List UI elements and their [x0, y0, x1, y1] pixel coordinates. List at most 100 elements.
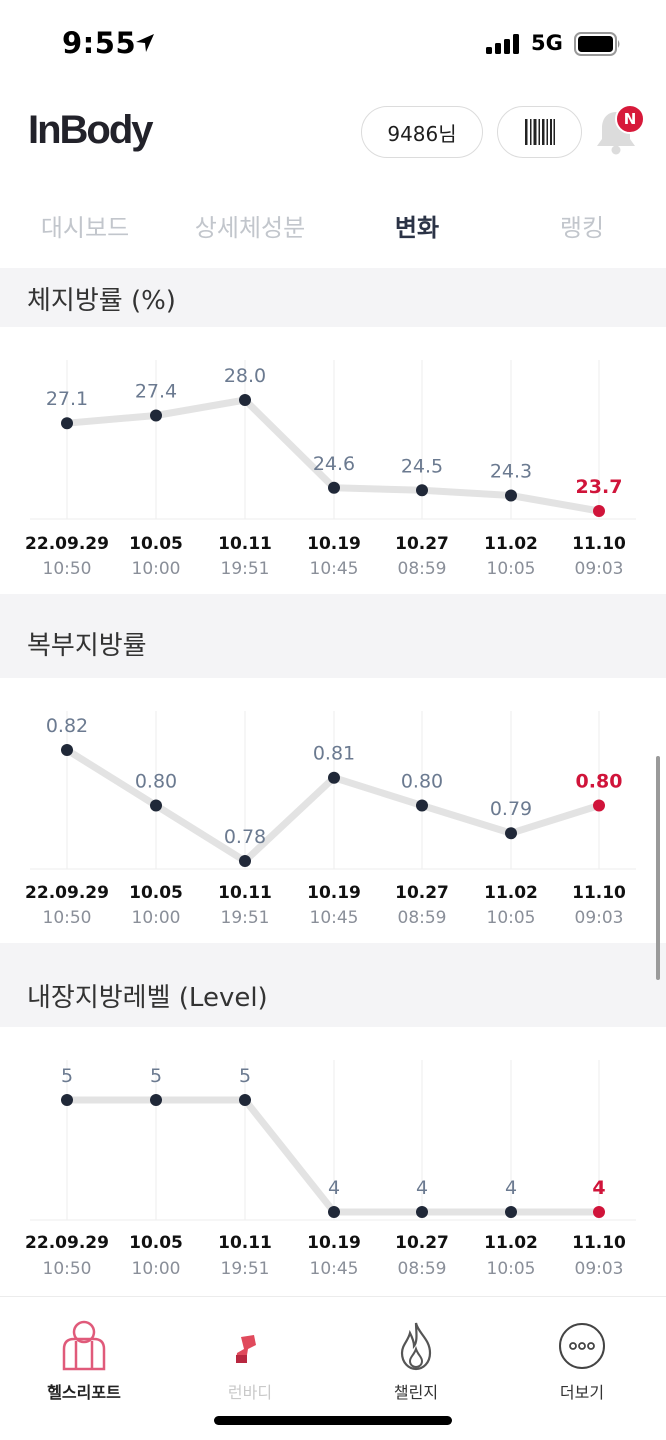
time-label: 10:45: [310, 1259, 359, 1279]
data-point[interactable]: [328, 481, 340, 494]
data-point[interactable]: [61, 744, 73, 756]
data-point[interactable]: [593, 505, 605, 517]
chart-card-body-fat: 27.1 22.09.29 10:50 27.4 10.05 10:00 28.0 10.11…: [0, 327, 666, 594]
time-label: 10:00: [132, 908, 181, 928]
time-label: 10:05: [487, 908, 536, 928]
value-label: 5: [239, 1065, 251, 1087]
value-label: 0.80: [135, 771, 177, 793]
data-point[interactable]: [416, 1206, 428, 1218]
data-point[interactable]: [61, 1094, 73, 1106]
data-point[interactable]: [328, 1206, 340, 1218]
section-header-visceral-fat: 내장지방레벨 (Level): [0, 943, 666, 1027]
data-point[interactable]: [239, 855, 251, 867]
date-label: 10.05: [129, 883, 183, 903]
date-label: 10.19: [307, 883, 361, 903]
date-label: 22.09.29: [25, 883, 109, 903]
nav-label-more: 더보기: [559, 1383, 605, 1402]
nav-runbody[interactable]: 런바디: [190, 1319, 310, 1403]
user-button[interactable]: 9486님: [361, 106, 483, 158]
abdominal-fat-chart: 0.82 22.09.29 10:50 0.80 10.05 10:00 0.78 10.11…: [25, 711, 636, 928]
barcode-button[interactable]: [497, 106, 582, 158]
signal-icon: [486, 34, 519, 54]
body-fat-chart: 27.1 22.09.29 10:50 27.4 10.05 10:00 28.0 10.11…: [25, 360, 636, 579]
time-label: 19:51: [221, 908, 270, 928]
challenge-flame-icon: [400, 1322, 432, 1371]
chart-card-abdominal-fat: 0.82 22.09.29 10:50 0.80 10.05 10:00 0.78 10.11…: [0, 678, 666, 943]
scrollbar[interactable]: [656, 756, 660, 980]
tab-ranking[interactable]: 랭킹: [559, 214, 605, 242]
section-header-abdominal-fat: 복부지방률: [0, 594, 666, 678]
visceral-fat-chart: 5 22.09.29 10:50 5 10.05 10:00 5 10.11 19:51 4 10.…: [25, 1060, 636, 1279]
date-label: 11.02: [484, 883, 538, 903]
data-point[interactable]: [505, 1206, 517, 1218]
data-point[interactable]: [593, 1206, 605, 1218]
time-label: 08:59: [398, 908, 447, 928]
nav-health-report[interactable]: 헬스리포트: [24, 1319, 144, 1403]
data-point[interactable]: [61, 417, 73, 430]
network-type: 5G: [531, 31, 563, 55]
notification-badge: N: [615, 104, 645, 134]
date-label: 10.27: [395, 534, 449, 554]
data-point[interactable]: [505, 489, 517, 502]
section-title-visceral-fat: 내장지방레벨 (Level): [27, 983, 268, 1013]
tab-body-composition[interactable]: 상세체성분: [194, 214, 306, 242]
date-label: 10.05: [129, 534, 183, 554]
date-label: 11.10: [572, 1233, 626, 1253]
date-label: 10.05: [129, 1233, 183, 1253]
more-icon: [559, 1323, 605, 1369]
value-label: 4: [328, 1177, 340, 1199]
tab-changes[interactable]: 변화: [394, 214, 440, 242]
date-label: 10.19: [307, 1233, 361, 1253]
time-label: 10:05: [487, 1259, 536, 1279]
home-indicator: [214, 1416, 452, 1425]
time-label: 10:45: [310, 559, 359, 579]
time-label: 08:59: [398, 1259, 447, 1279]
nav-more[interactable]: 더보기: [522, 1319, 642, 1403]
value-label: 4: [416, 1177, 428, 1199]
data-point[interactable]: [239, 394, 251, 406]
status-time: 9:55: [62, 26, 137, 60]
location-arrow-icon: [136, 34, 154, 52]
value-label: 0.81: [313, 743, 355, 765]
nav-label-runbody: 런바디: [227, 1383, 273, 1402]
value-label: 5: [150, 1065, 162, 1087]
section-title-abdominal-fat: 복부지방률: [27, 631, 147, 661]
data-point[interactable]: [416, 799, 428, 812]
time-label: 10:05: [487, 559, 536, 579]
value-label: 28.0: [224, 365, 266, 387]
time-label: 19:51: [221, 559, 270, 579]
date-label: 10.27: [395, 883, 449, 903]
value-label: 0.80: [401, 771, 443, 793]
data-point[interactable]: [150, 799, 162, 812]
data-point[interactable]: [416, 484, 428, 497]
time-label: 08:59: [398, 559, 447, 579]
data-point[interactable]: [150, 409, 162, 422]
time-label: 10:50: [43, 908, 92, 928]
date-label: 10.11: [218, 883, 272, 903]
data-point[interactable]: [505, 827, 517, 840]
data-point[interactable]: [150, 1094, 162, 1106]
chart-card-visceral-fat: 5 22.09.29 10:50 5 10.05 10:00 5 10.11 19:51 4 10.…: [0, 1027, 666, 1296]
time-label: 10:45: [310, 908, 359, 928]
time-label: 10:50: [43, 559, 92, 579]
value-label: 0.79: [490, 798, 532, 820]
value-label: 23.7: [576, 476, 623, 498]
data-point[interactable]: [239, 1094, 251, 1106]
date-label: 10.11: [218, 1233, 272, 1253]
section-header-body-fat: 체지방률 (%): [0, 268, 666, 327]
section-title-body-fat: 체지방률 (%): [27, 286, 176, 316]
value-label: 4: [592, 1177, 605, 1199]
data-point[interactable]: [593, 799, 605, 812]
nav-challenge[interactable]: 챌린지: [356, 1319, 476, 1403]
data-point[interactable]: [328, 771, 340, 784]
time-label: 10:00: [132, 1259, 181, 1279]
value-label: 0.80: [576, 771, 623, 793]
time-label: 09:03: [575, 908, 624, 928]
tab-dashboard[interactable]: 대시보드: [40, 214, 130, 242]
value-label: 27.4: [135, 381, 177, 403]
value-label: 24.3: [490, 461, 532, 483]
time-label: 09:03: [575, 559, 624, 579]
date-label: 11.02: [484, 1233, 538, 1253]
date-label: 22.09.29: [25, 1233, 109, 1253]
